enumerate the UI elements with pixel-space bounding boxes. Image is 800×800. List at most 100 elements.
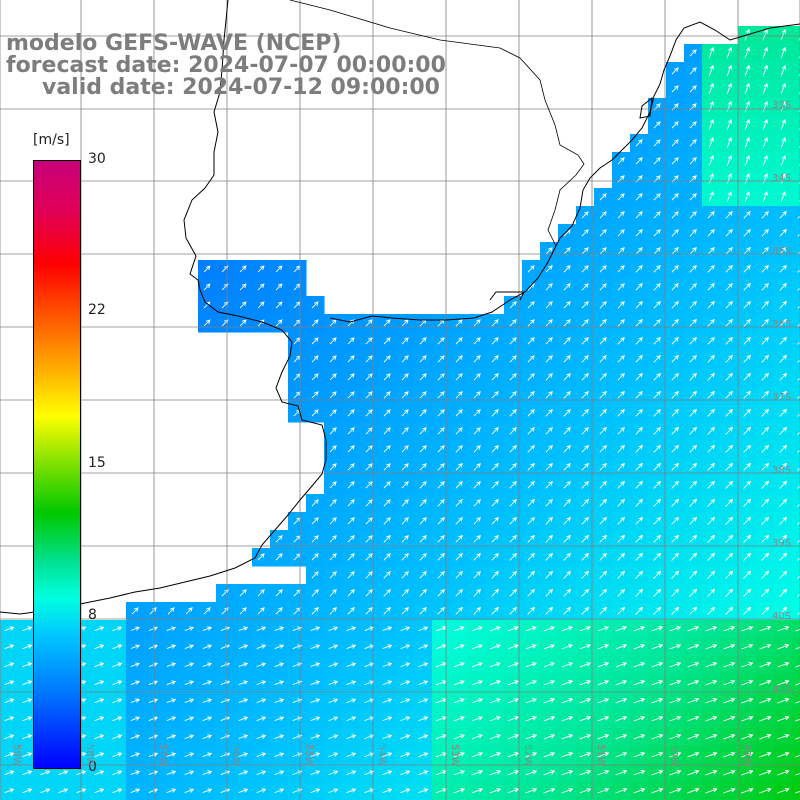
wind-arrow (543, 626, 555, 632)
wind-arrow (274, 752, 285, 758)
wind-arrow (707, 498, 716, 507)
wind-arrow (509, 355, 517, 363)
wind-arrow (509, 427, 517, 435)
wind-arrow (509, 445, 517, 453)
wind-arrow (635, 211, 643, 219)
wind-arrow (779, 408, 788, 417)
wind-arrow (617, 498, 625, 507)
wind-arrow (617, 516, 625, 525)
wind-arrow (274, 788, 285, 794)
wind-arrow (184, 788, 195, 794)
wind-arrow (689, 193, 697, 201)
wind-arrow (489, 734, 502, 740)
wind-arrow (112, 698, 123, 704)
wind-arrow (473, 319, 481, 327)
colorbar (33, 160, 81, 769)
wind-arrow (491, 498, 499, 507)
wind-arrow (563, 265, 571, 273)
latitude-label: 40S (772, 611, 792, 622)
wind-arrow (148, 644, 159, 649)
wind-arrow (581, 462, 589, 471)
wind-arrow (581, 211, 589, 219)
wind-arrow (509, 588, 517, 597)
wind-arrow (797, 593, 800, 597)
wind-speed-field (0, 26, 800, 800)
wind-arrow (455, 588, 463, 597)
wind-arrow (274, 770, 285, 776)
wind-arrow (797, 521, 800, 525)
latitude-label: 39S (772, 538, 792, 549)
wind-arrow (4, 770, 15, 776)
wind-arrow (635, 408, 643, 417)
wind-arrow (509, 373, 517, 381)
wind-arrow (579, 787, 592, 794)
wind-arrow (347, 337, 355, 345)
wind-arrow (653, 354, 661, 363)
wind-arrow (725, 318, 733, 327)
wind-arrow (545, 247, 553, 255)
wind-arrow (617, 283, 625, 291)
wind-arrow (311, 391, 319, 399)
wind-arrow (400, 788, 411, 794)
wind-arrow (671, 336, 679, 345)
wind-arrow (364, 752, 375, 758)
wind-arrow (617, 337, 625, 345)
wind-arrow (708, 46, 714, 59)
wind-arrow (671, 534, 680, 543)
wind-arrow (653, 570, 662, 579)
wind-arrow (4, 788, 15, 794)
wind-arrow (148, 752, 159, 757)
wind-arrow (112, 626, 123, 632)
wind-arrow (777, 787, 790, 794)
wind-arrow (471, 788, 484, 794)
wind-speed-cell (792, 566, 800, 585)
wind-arrow (239, 589, 247, 597)
wind-arrow (365, 607, 373, 615)
wind-arrow (669, 697, 682, 704)
wind-arrow (328, 662, 339, 668)
wind-speed-cell (792, 530, 800, 549)
wind-arrow (561, 752, 574, 758)
wind-arrow (437, 481, 445, 489)
wind-arrow (527, 534, 535, 543)
wind-arrow (455, 517, 463, 525)
wind-arrow (525, 788, 538, 794)
wind-arrow (689, 606, 698, 615)
wind-arrow (239, 319, 247, 327)
wind-arrow (779, 300, 787, 309)
wind-arrow (599, 229, 607, 237)
wind-arrow (509, 534, 517, 543)
wind-arrow (615, 769, 628, 776)
wind-arrow (797, 503, 800, 507)
wind-arrow (473, 606, 481, 615)
wind-arrow (761, 552, 770, 561)
wind-arrow (507, 788, 520, 794)
wind-arrow (669, 787, 682, 794)
wind-arrow (239, 283, 247, 291)
wind-arrow (795, 664, 800, 668)
wind-arrow (597, 769, 610, 776)
wind-arrow (725, 606, 734, 615)
wind-arrow (310, 680, 321, 686)
longitude-label: 52W (522, 744, 533, 767)
wind-arrow (112, 662, 123, 668)
wind-arrow (545, 319, 553, 327)
wind-arrow (671, 354, 679, 363)
wind-arrow (545, 588, 553, 597)
wind-arrow (418, 770, 429, 776)
wind-arrow (453, 626, 465, 632)
wind-arrow (561, 626, 573, 632)
wind-arrow (651, 644, 664, 650)
wind-arrow (382, 662, 393, 668)
wind-arrow (453, 752, 466, 758)
wind-arrow (797, 539, 800, 543)
wind-arrow (671, 139, 679, 147)
wind-arrow (509, 463, 517, 471)
wind-arrow (149, 607, 157, 615)
wind-arrow (759, 715, 772, 722)
wind-arrow (687, 643, 700, 650)
colorbar-tick-15: 15 (88, 455, 106, 471)
wind-arrow (635, 247, 643, 255)
wind-arrow (689, 426, 697, 435)
wind-arrow (741, 679, 754, 686)
